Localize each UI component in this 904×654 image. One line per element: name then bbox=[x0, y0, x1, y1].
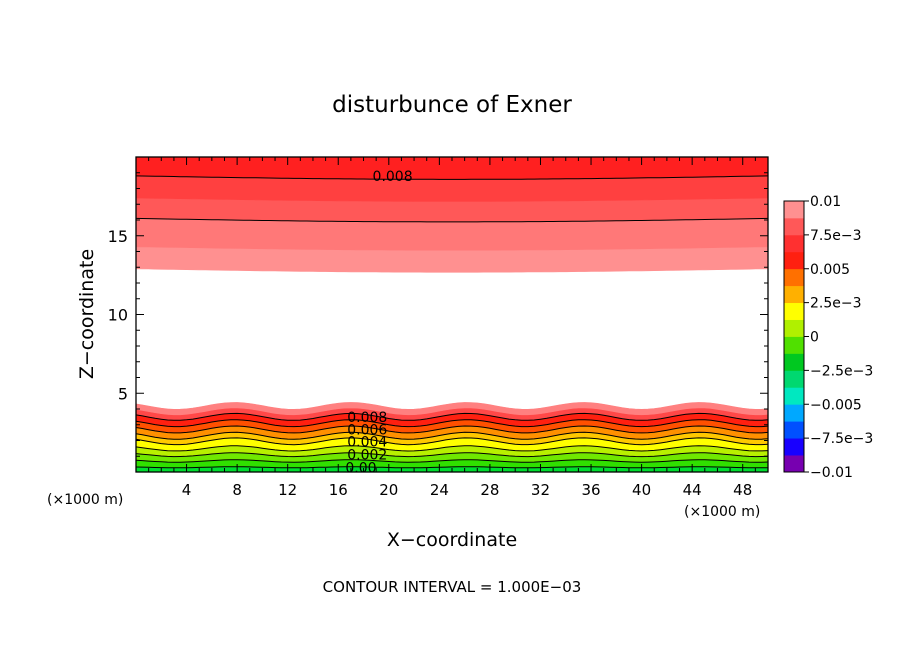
contour-interval-note: CONTOUR INTERVAL = 1.000E−03 bbox=[323, 578, 582, 596]
colorbar-swatch-1 bbox=[784, 438, 804, 456]
lower-contour-line-4 bbox=[135, 437, 769, 446]
lower-contour-line-5 bbox=[135, 431, 769, 440]
y-tick-label-5: 5 bbox=[118, 384, 128, 403]
colorbar-tick-label-0: 0.01 bbox=[810, 194, 841, 210]
x-axis-label: X−coordinate bbox=[387, 529, 517, 551]
colorbar-swatch-14 bbox=[784, 217, 804, 236]
colorbar-tick-label-4: 0 bbox=[810, 330, 819, 346]
x-tick-label-44: 44 bbox=[683, 481, 702, 499]
x-tick-label-36: 36 bbox=[581, 481, 600, 499]
x-unit-label-left: (×1000 m) bbox=[47, 492, 123, 508]
lower-contour-line-8 bbox=[135, 412, 769, 421]
lower-contour-line-0 bbox=[135, 466, 769, 469]
y-axis-ticks: 5 10 15 bbox=[108, 172, 768, 457]
y-tick-label-10: 10 bbox=[108, 306, 128, 325]
contour-label-5: 0.00 bbox=[345, 460, 376, 476]
x-tick-label-16: 16 bbox=[329, 481, 348, 499]
lower-contour-line-1 bbox=[135, 459, 769, 463]
colorbar-tick-label-2: 0.005 bbox=[810, 262, 850, 278]
x-tick-label-8: 8 bbox=[232, 481, 242, 499]
colorbar: 0.01 7.5e−3 0.005 2.5e−3 0 −2.5e−3 −0.005 −7.5e… bbox=[783, 194, 873, 481]
x-unit-label-right: (×1000 m) bbox=[684, 504, 760, 520]
lower-contour-line-2 bbox=[135, 452, 769, 458]
colorbar-swatch-11 bbox=[784, 268, 804, 287]
contour-label-1: 0.008 bbox=[347, 410, 387, 426]
colorbar-swatch-15 bbox=[784, 201, 804, 219]
x-tick-label-32: 32 bbox=[531, 481, 550, 499]
colorbar-swatch-2 bbox=[784, 421, 804, 439]
colorbar-tick-label-8: −0.01 bbox=[810, 465, 853, 481]
contour-label-3: 0.004 bbox=[347, 434, 387, 450]
colorbar-swatch-9 bbox=[784, 302, 804, 320]
y-tick-label-15: 15 bbox=[108, 227, 128, 246]
upper-band-1 bbox=[135, 218, 769, 251]
colorbar-tick-label-3: 2.5e−3 bbox=[810, 296, 862, 312]
upper-band-0 bbox=[135, 246, 769, 273]
lower-contour-line-6 bbox=[135, 425, 769, 434]
chart-title: disturbunce of Exner bbox=[332, 92, 572, 118]
colorbar-swatch-0 bbox=[784, 455, 804, 473]
colorbar-swatch-5 bbox=[784, 370, 804, 388]
colorbar-swatch-3 bbox=[784, 404, 804, 422]
plot-area bbox=[135, 156, 769, 473]
y-axis-label: Z−coordinate bbox=[76, 249, 98, 379]
colorbar-swatch-4 bbox=[784, 387, 804, 405]
x-tick-label-20: 20 bbox=[379, 481, 398, 499]
colorbar-swatch-13 bbox=[784, 234, 804, 253]
contour-label-4: 0.002 bbox=[347, 448, 387, 464]
colorbar-swatch-8 bbox=[784, 319, 804, 337]
colorbar-tick-label-7: −7.5e−3 bbox=[810, 431, 873, 447]
x-tick-label-40: 40 bbox=[632, 481, 651, 499]
colorbar-tick-label-5: −2.5e−3 bbox=[810, 363, 873, 379]
x-tick-label-4: 4 bbox=[182, 481, 192, 499]
lower-contour-line-7 bbox=[135, 419, 769, 428]
x-axis-ticks: 4 8 12 16 20 24 28 32 36 40 44 48 bbox=[148, 157, 756, 499]
colorbar-swatch-12 bbox=[784, 251, 804, 270]
colorbar-swatch-10 bbox=[784, 285, 804, 304]
colorbar-tick-label-1: 7.5e−3 bbox=[810, 228, 862, 244]
contour-label-0: 0.008 bbox=[373, 169, 413, 185]
x-tick-label-28: 28 bbox=[480, 481, 499, 499]
upper-contour-line-1 bbox=[135, 175, 769, 180]
contour-label-2: 0.006 bbox=[347, 422, 387, 438]
colorbar-swatch-7 bbox=[784, 336, 804, 354]
x-tick-label-48: 48 bbox=[733, 481, 752, 499]
x-tick-label-24: 24 bbox=[430, 481, 449, 499]
upper-contour-line-0 bbox=[135, 217, 769, 223]
x-tick-label-12: 12 bbox=[278, 481, 297, 499]
colorbar-tick-label-6: −0.005 bbox=[810, 397, 862, 413]
lower-contour-line-3 bbox=[135, 445, 769, 452]
colorbar-swatch-6 bbox=[784, 353, 804, 371]
